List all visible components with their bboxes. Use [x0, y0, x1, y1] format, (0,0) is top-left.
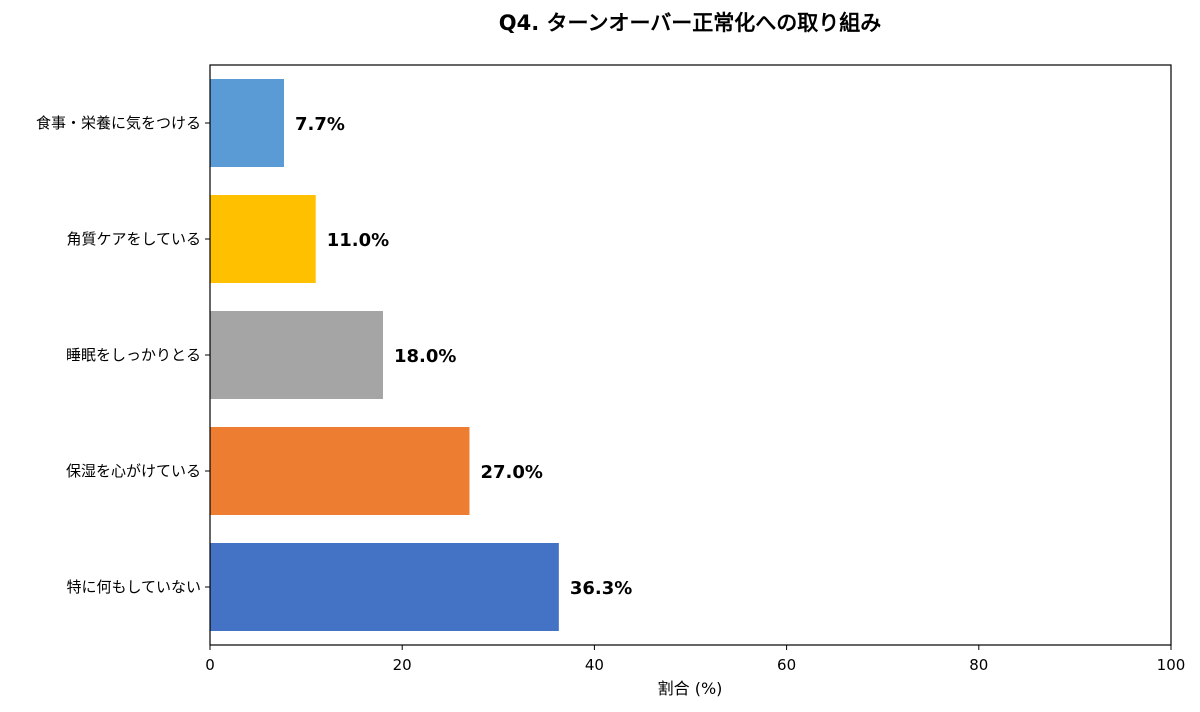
value-label-moisturizing: 27.0%: [480, 462, 542, 483]
category-label-moisturizing: 保湿を心がけている: [66, 462, 201, 480]
chart-title: Q4. ターンオーバー正常化への取り組み: [499, 11, 882, 35]
x-tick-label-80: 80: [969, 656, 988, 674]
category-label-diet-nutrition: 食事・栄養に気をつける: [36, 114, 201, 132]
value-label-diet-nutrition: 7.7%: [295, 114, 345, 135]
value-label-nothing: 36.3%: [570, 578, 632, 599]
x-tick-label-20: 20: [393, 656, 412, 674]
category-label-nothing: 特に何もしていない: [66, 578, 201, 596]
category-label-sleep: 睡眠をしっかりとる: [66, 346, 201, 364]
value-label-sleep: 18.0%: [394, 346, 456, 367]
value-label-exfoliation: 11.0%: [327, 230, 389, 251]
bar-diet-nutrition: [210, 79, 284, 167]
bar-sleep: [210, 311, 383, 399]
x-axis-label: 割合 (%): [658, 679, 723, 698]
x-tick-label-100: 100: [1157, 656, 1186, 674]
x-tick-label-60: 60: [777, 656, 796, 674]
bar-nothing: [210, 543, 559, 631]
bar-moisturizing: [210, 427, 470, 515]
x-tick-label-40: 40: [585, 656, 604, 674]
bar-exfoliation: [210, 195, 316, 283]
bars-layer: 36.3% 27.0% 18.0% 11.0% 7.7%: [210, 79, 632, 631]
category-label-exfoliation: 角質ケアをしている: [66, 230, 201, 248]
x-tick-label-0: 0: [205, 656, 215, 674]
